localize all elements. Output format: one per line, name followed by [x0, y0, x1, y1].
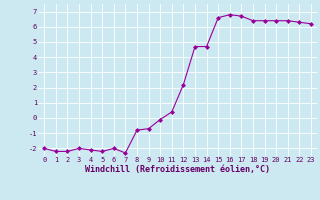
- X-axis label: Windchill (Refroidissement éolien,°C): Windchill (Refroidissement éolien,°C): [85, 165, 270, 174]
